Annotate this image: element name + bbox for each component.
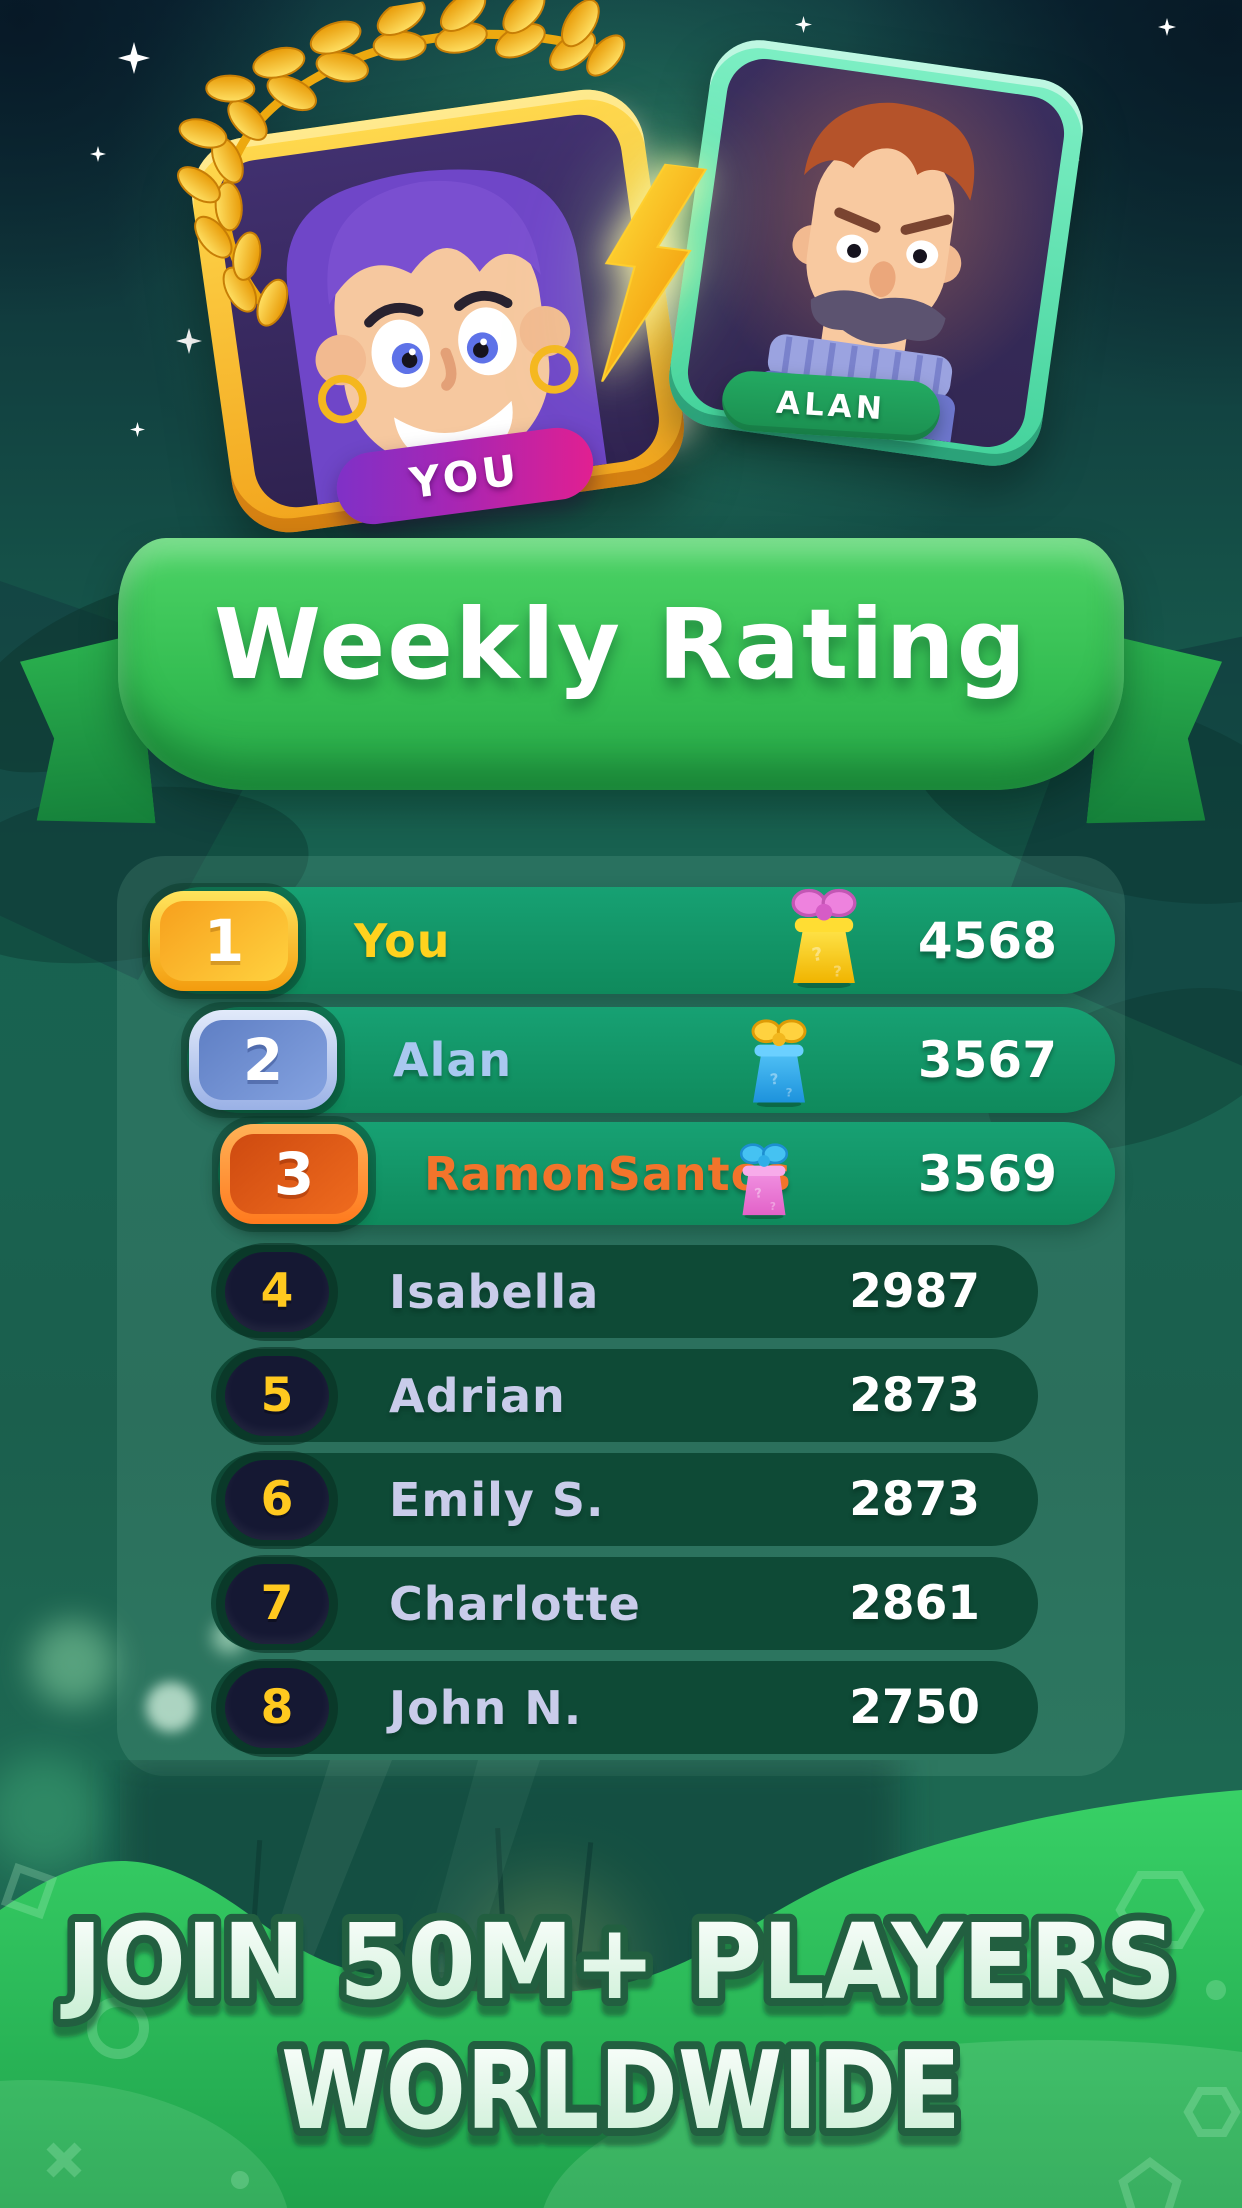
svg-text:?: ? (786, 1086, 793, 1100)
rank-number: 7 (260, 1576, 294, 1631)
rank-number: 3 (273, 1139, 315, 1208)
rank-number: 1 (203, 906, 245, 975)
score-value: 2861 (849, 1576, 980, 1631)
player-name: Adrian (389, 1368, 566, 1423)
leaderboard-row[interactable]: 7 Charlotte 2861 (211, 1557, 1038, 1650)
rank-badge: 4 (225, 1251, 329, 1332)
rank-badge: 8 (225, 1667, 329, 1748)
ribbon-main (118, 538, 1124, 790)
sparkle-icon (795, 16, 812, 33)
lightning-bolt-icon (601, 162, 708, 383)
sparkle-icon (130, 422, 145, 437)
leaderboard-row[interactable]: 3 RamonSantos ? ? 3569 (218, 1122, 1115, 1225)
rank-badge: 6 (225, 1459, 329, 1540)
weekly-rating-banner: Weekly Rating (0, 538, 1242, 838)
svg-text:?: ? (833, 962, 842, 980)
rank-badge: 2 (189, 1010, 337, 1110)
leaderboard-row[interactable]: 8 John N. 2750 (211, 1661, 1038, 1754)
score-value: 4568 (917, 911, 1057, 970)
sparkle-icon (118, 42, 150, 74)
rank-badge: 7 (225, 1563, 329, 1644)
score-value: 2873 (849, 1368, 980, 1423)
player-name: John N. (389, 1680, 583, 1735)
player-name: RamonSantos (424, 1146, 792, 1201)
sparkle-icon (1158, 18, 1176, 36)
score-value: 3567 (917, 1031, 1057, 1089)
rank-badge: 1 (150, 891, 298, 991)
footer-headline-line1: JOIN 50M+ PLAYERS (60, 1901, 1176, 2023)
footer-headline-line2: WORLDWIDE (281, 2029, 961, 2154)
score-value: 2873 (849, 1472, 980, 1527)
sparkle-icon (90, 146, 106, 162)
you-avatar-illustration (211, 109, 665, 513)
rank-number: 6 (260, 1472, 294, 1527)
rank-number: 4 (260, 1264, 294, 1319)
score-value: 2987 (849, 1264, 980, 1319)
bokeh-light (0, 1755, 102, 1871)
leaderboard-row[interactable]: 4 Isabella 2987 (211, 1245, 1038, 1338)
footer-wave: JOIN 50M+ PLAYERS WORLDWIDE (0, 1760, 1242, 2208)
score-value: 2750 (849, 1680, 980, 1735)
controller-shape-pattern (0, 1862, 1241, 2208)
page-title: Weekly Rating (213, 588, 1029, 701)
rank-badge: 3 (220, 1124, 368, 1224)
gift-icon: ? ? (738, 1009, 820, 1108)
bokeh-light (30, 1620, 116, 1706)
rank-badge: 5 (225, 1355, 329, 1436)
gift-icon: ? ? (778, 878, 870, 989)
svg-text:?: ? (810, 944, 824, 967)
rank-number: 5 (260, 1368, 294, 1423)
laurel-wreath-icon (177, 0, 626, 327)
svg-text:?: ? (769, 1071, 780, 1089)
leaderboard-row[interactable]: 6 Emily S. 2873 (211, 1453, 1038, 1546)
rank-number: 2 (242, 1026, 284, 1094)
rank-number: 8 (260, 1680, 294, 1735)
player-name: Isabella (389, 1264, 600, 1319)
svg-text:?: ? (770, 1201, 776, 1213)
player-card-you (184, 82, 692, 540)
leaderboard-row[interactable]: 2 Alan ? ? 3567 (187, 1007, 1115, 1113)
player-name: You (354, 913, 451, 968)
bokeh-light (146, 1682, 196, 1732)
player-name: Emily S. (389, 1472, 605, 1527)
score-value: 3569 (917, 1144, 1057, 1203)
leaderboard-row[interactable]: 5 Adrian 2873 (211, 1349, 1038, 1442)
player-name: Charlotte (389, 1576, 641, 1631)
leaderboard-row[interactable]: 1 You ? ? 4568 (148, 887, 1115, 994)
player-name: Alan (393, 1033, 513, 1087)
